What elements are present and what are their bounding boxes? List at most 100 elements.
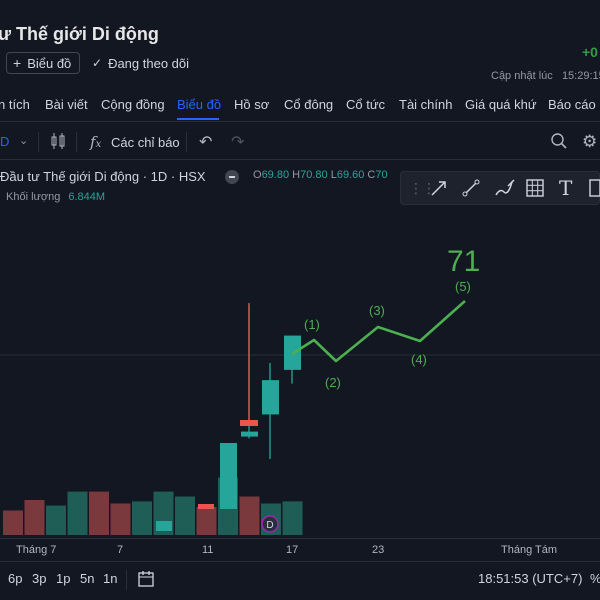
wave-label-1: (1) — [304, 317, 320, 332]
follow-button[interactable]: ✓ Đang theo dõi — [92, 52, 189, 74]
tab-dividends[interactable]: Cổ tức — [346, 97, 386, 112]
tab-reports[interactable]: Báo cáo — [548, 97, 596, 112]
volume-bar — [175, 496, 195, 535]
tab-articles[interactable]: Bài viết — [45, 97, 88, 112]
volume-legend: Khối lượng 6.844M — [6, 191, 105, 203]
brush-tool-icon[interactable] — [494, 178, 516, 203]
price-chart[interactable]: 71 (1) (2) (3) (4) (5) D — [0, 161, 600, 561]
updated-value: 15:29:15 — [561, 70, 600, 82]
gear-icon[interactable]: ⚙ — [582, 132, 598, 151]
x-tick-label: 7 — [117, 544, 124, 556]
low-label: L — [330, 169, 337, 181]
zoom-icon[interactable] — [550, 132, 568, 155]
range-3p[interactable]: 3p — [32, 571, 47, 586]
tab-financials[interactable]: Tài chính — [399, 97, 453, 112]
volume-bar — [67, 491, 88, 535]
x-tick-label: 11 — [202, 544, 214, 556]
grid-tool-icon[interactable] — [525, 178, 545, 203]
dividend-event-marker[interactable] — [261, 515, 279, 533]
volume-bar — [132, 501, 152, 535]
indicators-button[interactable]: Các chỉ báo — [111, 135, 180, 150]
page-title: ư Thế giới Di động — [0, 24, 159, 44]
close-value: 70 — [375, 169, 388, 181]
time-axis[interactable]: Tháng 7 7 11 17 23 Tháng Tám — [0, 538, 600, 560]
bottom-divider — [126, 570, 127, 590]
tab-profile[interactable]: Hồ sơ — [234, 97, 270, 112]
stock-header: ư Thế giới Di động +0 + Biểu đồ ✓ Đang t… — [0, 0, 600, 90]
bottom-bar: 6p 3p 1p 5n 1n 18:51:53 (UTC+7) % — [0, 561, 600, 600]
tab-community[interactable]: Cộng đồng — [101, 97, 165, 112]
candle[interactable] — [262, 380, 279, 415]
price-change: +0 — [582, 44, 598, 60]
high-label: H — [292, 169, 301, 181]
drawing-toolbar: ⋮⋮ T — [400, 171, 600, 205]
candles — [156, 303, 301, 531]
wave-label-3: (3) — [369, 303, 385, 318]
chart-button-label: Biểu đồ — [27, 55, 72, 71]
ohlc-values: O69.80 H70.80 L69.60 C70 — [253, 169, 388, 181]
toolbar-divider — [76, 132, 77, 152]
x-tick-label: 23 — [372, 544, 385, 556]
text-tool-icon[interactable]: T — [559, 176, 573, 200]
drag-handle-icon[interactable]: ⋮⋮ — [409, 180, 436, 196]
candle[interactable] — [220, 443, 237, 509]
tab-bar: n tích Bài viết Cộng đồng Biểu đồ Hồ sơ … — [0, 90, 600, 122]
candles-icon[interactable] — [50, 132, 66, 155]
volume-bar — [196, 507, 217, 535]
undo-icon[interactable]: ↶ — [199, 134, 213, 151]
wave-label-5: (5) — [455, 279, 471, 294]
chart-button[interactable]: + Biểu đồ — [6, 52, 81, 74]
tab-shareholders[interactable]: Cổ đông — [284, 97, 334, 112]
volume-bar — [24, 500, 45, 535]
low-value: 69.60 — [336, 169, 365, 181]
wave-label-4: (4) — [411, 352, 427, 367]
line-tool-icon[interactable] — [461, 178, 481, 203]
tab-price-history[interactable]: Giá quá khứ — [465, 97, 537, 112]
collapse-legend-button[interactable] — [225, 170, 239, 184]
volume-bar — [110, 503, 131, 535]
redo-icon[interactable]: ↷ — [231, 134, 245, 151]
measure-tool-icon[interactable] — [587, 178, 600, 203]
close-label: C — [367, 169, 376, 181]
wave-projection-line[interactable] — [291, 300, 466, 363]
active-tab-indicator — [177, 118, 219, 120]
volume-bar — [46, 505, 66, 535]
calendar-icon[interactable] — [137, 570, 155, 593]
volume-value: 6.844M — [68, 191, 106, 203]
wave-label-2: (2) — [325, 375, 341, 390]
high-value: 70.80 — [300, 169, 328, 181]
wave-target-label: 71 — [447, 245, 480, 278]
chart-toolbar: D ⌄ fx Các chỉ báo ↶ ↷ ⚙ — [0, 124, 600, 160]
candle[interactable] — [241, 431, 258, 437]
tab-chart[interactable]: Biểu đồ — [177, 97, 222, 112]
volume-bars — [3, 477, 303, 535]
volume-bar — [282, 501, 303, 535]
chevron-down-icon[interactable]: ⌄ — [19, 135, 29, 147]
open-value: 69.80 — [261, 169, 290, 181]
volume-bar — [89, 491, 109, 535]
candle[interactable] — [240, 420, 258, 426]
volume-bar — [239, 496, 260, 535]
follow-button-label: Đang theo dõi — [108, 55, 190, 71]
x-tick-label: Tháng 7 — [16, 544, 57, 556]
percent-toggle[interactable]: % — [590, 571, 600, 586]
range-5n[interactable]: 5n — [80, 571, 95, 586]
fx-icon[interactable]: fx — [90, 133, 102, 151]
clock[interactable]: 18:51:53 (UTC+7) — [478, 571, 583, 586]
candle[interactable] — [156, 521, 172, 531]
tab-analysis[interactable]: n tích — [0, 97, 30, 112]
candle[interactable] — [198, 504, 214, 509]
event-marker-label: D — [266, 520, 273, 531]
updated-time: Cập nhật lúc 15:29:15 — [491, 70, 600, 82]
updated-label: Cập nhật lúc — [491, 70, 553, 82]
arrow-tool-icon[interactable] — [429, 178, 449, 203]
check-icon: ✓ — [92, 56, 103, 70]
chart-area[interactable]: 71 (1) (2) (3) (4) (5) D Đầu tư Thế giới… — [0, 161, 600, 561]
range-1p[interactable]: 1p — [56, 571, 71, 586]
range-1n[interactable]: 1n — [103, 571, 118, 586]
toolbar-divider — [38, 132, 39, 152]
plus-icon: + — [13, 55, 22, 71]
interval-selector[interactable]: D — [0, 134, 10, 149]
range-6p[interactable]: 6p — [8, 571, 23, 586]
volume-label: Khối lượng — [6, 191, 61, 203]
